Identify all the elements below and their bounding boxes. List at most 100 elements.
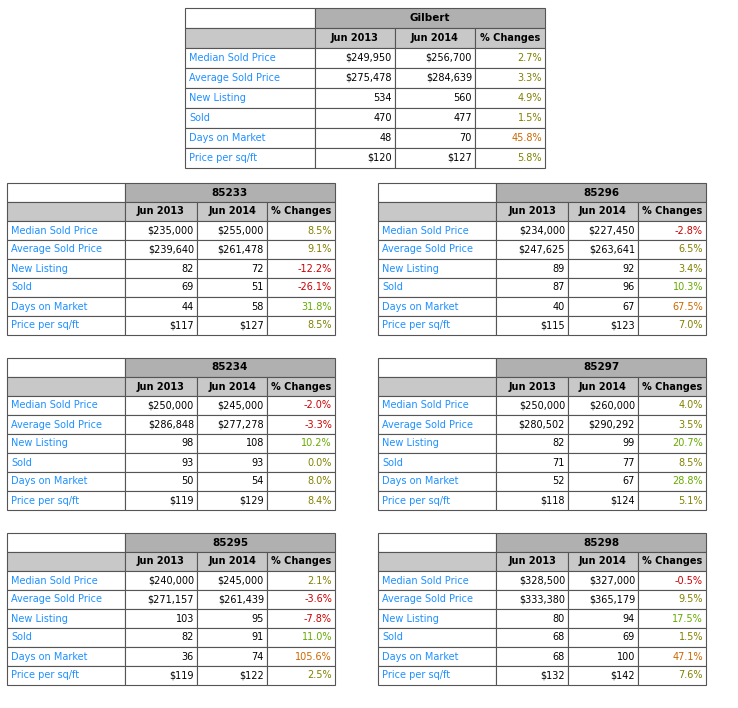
Text: $227,450: $227,450: [588, 226, 635, 236]
Text: 71: 71: [553, 457, 565, 467]
Text: Days on Market: Days on Market: [382, 651, 458, 661]
Bar: [638, 377, 706, 396]
Text: 5.1%: 5.1%: [678, 496, 703, 506]
Bar: [315, 88, 395, 108]
Bar: [638, 240, 706, 259]
Text: 74: 74: [252, 651, 264, 661]
Text: -3.6%: -3.6%: [304, 595, 332, 605]
Text: 100: 100: [617, 651, 635, 661]
Text: $124: $124: [610, 496, 635, 506]
Bar: [185, 48, 315, 68]
Bar: [496, 415, 568, 434]
Bar: [315, 128, 395, 148]
Text: 69: 69: [182, 282, 194, 292]
Text: -2.0%: -2.0%: [304, 401, 332, 411]
Bar: [267, 590, 335, 609]
Text: Average Sold Price: Average Sold Price: [11, 420, 102, 430]
Text: 17.5%: 17.5%: [672, 614, 703, 624]
Text: 82: 82: [182, 263, 194, 273]
Bar: [568, 491, 638, 510]
Text: Sold: Sold: [382, 282, 403, 292]
Text: 96: 96: [623, 282, 635, 292]
Text: Price per sq/ft: Price per sq/ft: [382, 670, 450, 680]
Bar: [125, 240, 197, 259]
Bar: [197, 221, 267, 240]
Bar: [267, 571, 335, 590]
Text: 82: 82: [553, 438, 565, 448]
Text: 69: 69: [623, 632, 635, 642]
Bar: [378, 571, 496, 590]
Text: Median Sold Price: Median Sold Price: [189, 53, 276, 63]
Bar: [185, 28, 315, 48]
Text: 50: 50: [182, 476, 194, 486]
Bar: [378, 259, 496, 278]
Text: % Changes: % Changes: [271, 382, 331, 392]
Bar: [638, 434, 706, 453]
Text: 8.4%: 8.4%: [308, 496, 332, 506]
Bar: [378, 453, 496, 472]
Bar: [638, 666, 706, 685]
Bar: [7, 666, 125, 685]
Text: 2.5%: 2.5%: [307, 670, 332, 680]
Text: Jun 2013: Jun 2013: [137, 207, 185, 217]
Text: Sold: Sold: [189, 113, 210, 123]
Bar: [7, 571, 125, 590]
Bar: [7, 358, 125, 377]
Bar: [7, 533, 125, 552]
Bar: [267, 628, 335, 647]
Bar: [197, 571, 267, 590]
Bar: [197, 434, 267, 453]
Bar: [378, 396, 496, 415]
Bar: [568, 278, 638, 297]
Text: 477: 477: [453, 113, 472, 123]
Bar: [378, 202, 496, 221]
Bar: [7, 259, 125, 278]
Bar: [7, 453, 125, 472]
Bar: [378, 472, 496, 491]
Bar: [197, 316, 267, 335]
Bar: [638, 453, 706, 472]
Bar: [475, 108, 545, 128]
Bar: [378, 358, 496, 377]
Bar: [638, 278, 706, 297]
Bar: [197, 297, 267, 316]
Bar: [267, 278, 335, 297]
Text: $260,000: $260,000: [589, 401, 635, 411]
Bar: [568, 221, 638, 240]
Text: Jun 2014: Jun 2014: [208, 382, 256, 392]
Bar: [378, 240, 496, 259]
Bar: [197, 590, 267, 609]
Bar: [568, 666, 638, 685]
Text: % Changes: % Changes: [642, 382, 702, 392]
Text: Jun 2014: Jun 2014: [208, 207, 256, 217]
Text: New Listing: New Listing: [382, 614, 439, 624]
Bar: [378, 278, 496, 297]
Text: 72: 72: [252, 263, 264, 273]
Text: 67: 67: [623, 302, 635, 312]
Text: $123: $123: [610, 321, 635, 331]
Bar: [638, 259, 706, 278]
Bar: [125, 647, 197, 666]
Bar: [568, 590, 638, 609]
Text: $275,478: $275,478: [345, 73, 392, 83]
Bar: [197, 628, 267, 647]
Bar: [267, 472, 335, 491]
Bar: [267, 396, 335, 415]
Bar: [568, 377, 638, 396]
Bar: [315, 8, 545, 28]
Bar: [7, 297, 125, 316]
Bar: [496, 377, 568, 396]
Bar: [197, 278, 267, 297]
Text: New Listing: New Listing: [382, 263, 439, 273]
Bar: [197, 609, 267, 628]
Text: 10.3%: 10.3%: [672, 282, 703, 292]
Bar: [7, 377, 125, 396]
Bar: [568, 434, 638, 453]
Text: $122: $122: [239, 670, 264, 680]
Bar: [378, 491, 496, 510]
Text: 36: 36: [182, 651, 194, 661]
Text: 2.7%: 2.7%: [517, 53, 542, 63]
Bar: [7, 628, 125, 647]
Bar: [378, 297, 496, 316]
Text: $119: $119: [170, 496, 194, 506]
